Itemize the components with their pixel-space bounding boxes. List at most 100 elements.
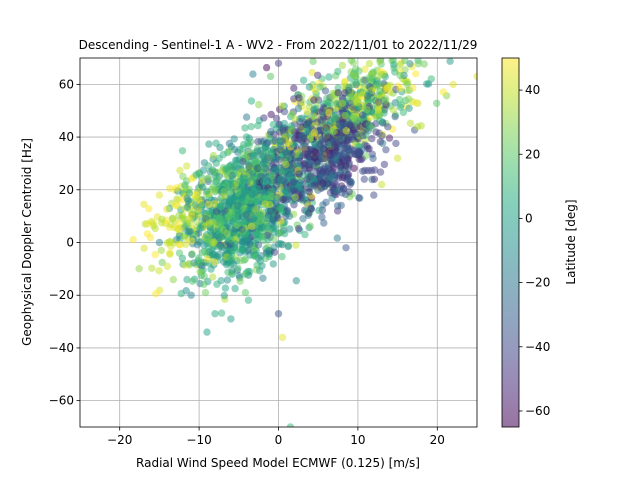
scatter-point (324, 133, 332, 141)
scatter-point (318, 117, 326, 125)
scatter-point (199, 248, 207, 257)
scatter-point (267, 110, 275, 119)
colorbar-tick-label: −20 (525, 276, 550, 290)
scatter-point (317, 183, 325, 191)
scatter-point (403, 80, 411, 88)
scatter-point (350, 164, 358, 172)
scatter-point (204, 174, 212, 182)
scatter-point (349, 71, 357, 79)
scatter-point (263, 214, 271, 222)
scatter-point (226, 188, 234, 196)
scatter-point (336, 132, 344, 140)
scatter-point (259, 232, 267, 241)
scatter-point (231, 284, 239, 293)
scatter-point (279, 195, 287, 203)
scatter-point (205, 140, 213, 148)
scatter-point (374, 73, 382, 81)
scatter-point (220, 291, 228, 300)
scatter-point (196, 268, 204, 276)
scatter-point (225, 139, 234, 148)
scatter-point (175, 211, 183, 220)
scatter-point (210, 167, 218, 176)
scatter-point (201, 288, 210, 297)
scatter-point (347, 145, 356, 153)
scatter-point (224, 148, 232, 157)
scatter-point (238, 225, 246, 233)
scatter-point (225, 162, 234, 171)
scatter-point (285, 212, 294, 220)
scatter-point (233, 207, 241, 215)
scatter-point (157, 246, 165, 255)
scatter-point (312, 150, 320, 158)
scatter-point (198, 201, 206, 209)
scatter-point (420, 60, 428, 68)
scatter-point (319, 201, 327, 209)
scatter-point (414, 60, 423, 68)
scatter-point (195, 254, 203, 262)
scatter-point (342, 244, 350, 252)
scatter-point (311, 86, 319, 95)
scatter-point (292, 277, 300, 285)
scatter-point (188, 212, 196, 220)
scatter-point (254, 241, 263, 249)
scatter-point (216, 202, 225, 210)
scatter-point (312, 168, 320, 176)
scatter-point (238, 240, 247, 249)
scatter-point (356, 194, 364, 202)
scatter-point (473, 72, 477, 81)
scatter-point (227, 315, 235, 323)
scatter-point (267, 187, 275, 196)
scatter-point (412, 99, 420, 107)
scatter-point (250, 251, 258, 260)
scatter-point (276, 229, 284, 237)
scatter-point (291, 193, 299, 201)
scatter-point (169, 214, 177, 222)
scatter-point (185, 189, 193, 197)
scatter-point (261, 194, 270, 202)
scatter-point (258, 224, 266, 232)
scatter-point (368, 70, 376, 78)
scatter-point (338, 99, 347, 108)
scatter-point (278, 102, 286, 110)
scatter-point (209, 273, 217, 281)
scatter-point (265, 200, 274, 209)
scatter-point (223, 229, 231, 238)
scatter-point (149, 219, 157, 227)
scatter-point (183, 275, 191, 284)
scatter-point (274, 59, 283, 67)
scatter-point (221, 284, 230, 292)
scatter-point (395, 95, 404, 104)
scatter-point (256, 217, 264, 225)
x-tick-label: 0 (275, 433, 283, 447)
y-tick-label: −40 (49, 341, 74, 355)
scatter-point (226, 235, 235, 244)
scatter-point (330, 164, 338, 172)
scatter-point (292, 241, 300, 249)
scatter-point (281, 149, 290, 157)
scatter-point (228, 172, 236, 180)
y-axis-ticks: −60 −40 −20 0 20 40 60 (49, 77, 80, 408)
scatter-point (186, 227, 194, 235)
scatter-point (255, 100, 263, 109)
x-tick-label: 20 (430, 433, 445, 447)
scatter-point (315, 206, 323, 215)
scatter-point (291, 187, 299, 195)
scatter-point (404, 95, 413, 103)
scatter-point (254, 137, 262, 146)
scatter-point (229, 195, 237, 204)
scatter-point (155, 267, 163, 275)
scatter-point (365, 121, 373, 129)
scatter-point (353, 115, 361, 124)
scatter-point (329, 128, 337, 136)
colorbar-frame (501, 57, 520, 428)
scatter-point (378, 139, 387, 147)
scatter-point (249, 70, 257, 78)
scatter-point (340, 185, 348, 193)
scatter-point (342, 156, 350, 164)
scatter-point (266, 208, 275, 217)
scatter-point (238, 213, 246, 221)
scatter-point (220, 187, 228, 196)
scatter-point (406, 119, 415, 128)
colorbar-tick-label: 0 (525, 211, 533, 225)
